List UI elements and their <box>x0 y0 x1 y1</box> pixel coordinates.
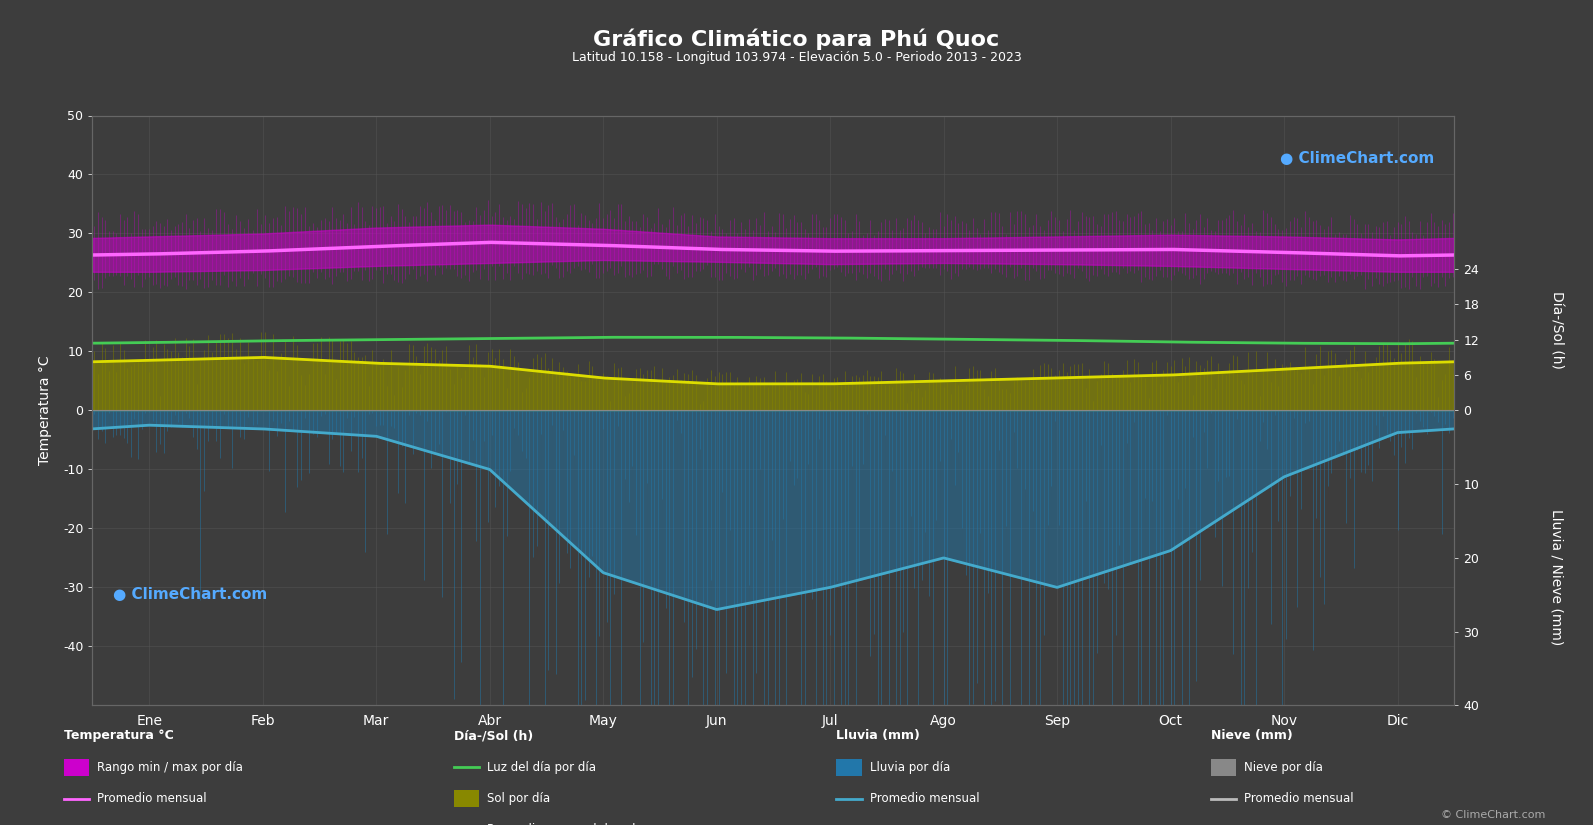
Text: © ClimeChart.com: © ClimeChart.com <box>1440 810 1545 820</box>
Text: Promedio mensual: Promedio mensual <box>97 792 207 805</box>
Text: Día-/Sol (h): Día-/Sol (h) <box>1550 291 1563 369</box>
Text: Rango min / max por día: Rango min / max por día <box>97 761 244 774</box>
Y-axis label: Día-/Sol (h): Día-/Sol (h) <box>0 371 14 450</box>
Text: ● ClimeChart.com: ● ClimeChart.com <box>113 587 268 602</box>
Y-axis label: Lluvia / Nieve (mm): Lluvia / Nieve (mm) <box>0 342 14 478</box>
Text: Temperatura °C: Temperatura °C <box>64 729 174 742</box>
Text: Nieve por día: Nieve por día <box>1244 761 1324 774</box>
Y-axis label: Temperatura °C: Temperatura °C <box>38 356 53 465</box>
Text: Promedio mensual de sol: Promedio mensual de sol <box>487 823 636 825</box>
Text: Gráfico Climático para Phú Quoc: Gráfico Climático para Phú Quoc <box>593 29 1000 50</box>
Text: ● ClimeChart.com: ● ClimeChart.com <box>1279 151 1434 166</box>
Text: Nieve (mm): Nieve (mm) <box>1211 729 1292 742</box>
Text: Luz del día por día: Luz del día por día <box>487 761 596 774</box>
Text: Lluvia (mm): Lluvia (mm) <box>836 729 921 742</box>
Text: Lluvia / Nieve (mm): Lluvia / Nieve (mm) <box>1550 509 1563 646</box>
Text: Día-/Sol (h): Día-/Sol (h) <box>454 729 534 742</box>
Text: Lluvia por día: Lluvia por día <box>870 761 949 774</box>
Text: Promedio mensual: Promedio mensual <box>1244 792 1354 805</box>
Text: Latitud 10.158 - Longitud 103.974 - Elevación 5.0 - Periodo 2013 - 2023: Latitud 10.158 - Longitud 103.974 - Elev… <box>572 51 1021 64</box>
Text: Sol por día: Sol por día <box>487 792 551 805</box>
Text: Promedio mensual: Promedio mensual <box>870 792 980 805</box>
